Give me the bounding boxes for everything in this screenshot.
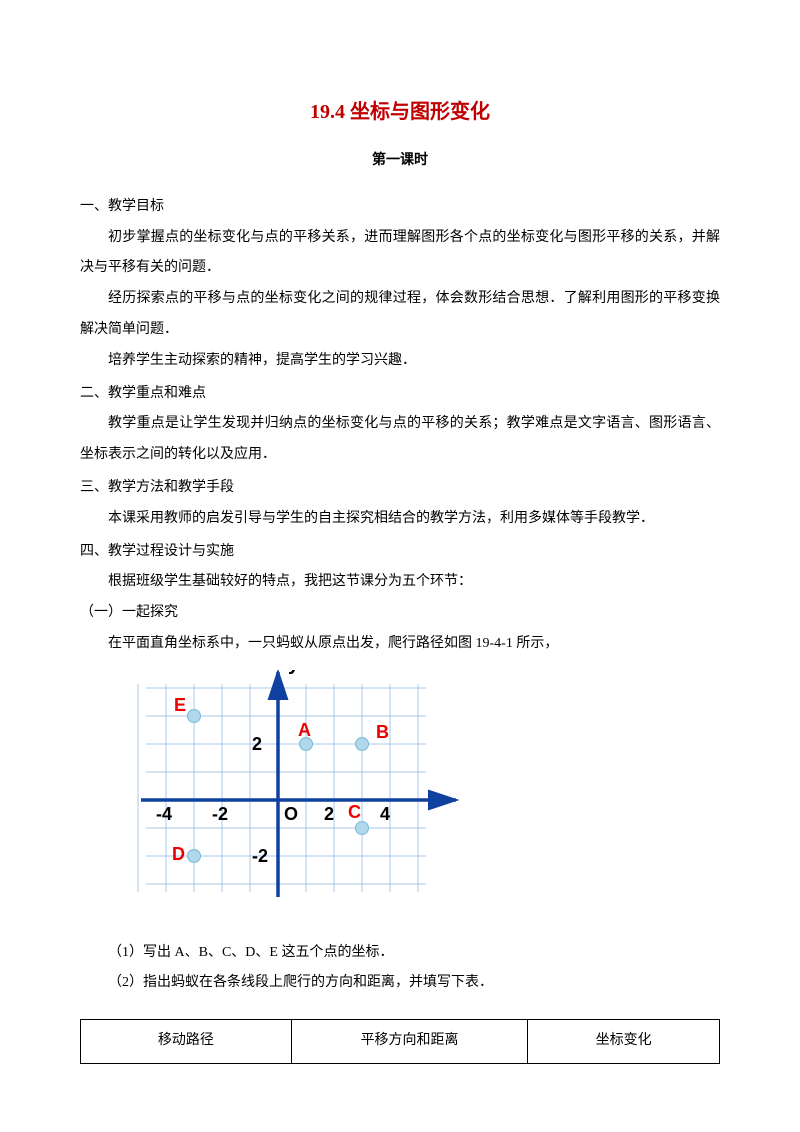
table-header-row: 移动路径 平移方向和距离 坐标变化 bbox=[81, 1020, 720, 1064]
svg-text:4: 4 bbox=[380, 804, 390, 824]
answer-table: 移动路径 平移方向和距离 坐标变化 bbox=[80, 1019, 720, 1064]
svg-text:B: B bbox=[376, 722, 389, 742]
section-3-heading: 三、教学方法和教学手段 bbox=[80, 473, 720, 504]
section-1-p3: 培养学生主动探索的精神，提高学生的学习兴趣． bbox=[80, 346, 720, 377]
svg-text:-4: -4 bbox=[156, 804, 172, 824]
section-2-p1: 教学重点是让学生发现并归纳点的坐标变化与点的平移的关系；教学难点是文字语言、图形… bbox=[80, 409, 720, 471]
section-4-subheading: （一）一起探究 bbox=[80, 598, 720, 629]
svg-text:D: D bbox=[172, 844, 185, 864]
section-1-p2: 经历探索点的平移与点的坐标变化之间的规律过程，体会数形结合思想．了解利用图形的平… bbox=[80, 284, 720, 346]
coordinate-chart: Oxy-4-2242-2ABCDE bbox=[130, 670, 720, 923]
section-4-p1: 根据班级学生基础较好的特点，我把这节课分为五个环节： bbox=[80, 567, 720, 598]
section-4-heading: 四、教学过程设计与实施 bbox=[80, 537, 720, 568]
svg-text:2: 2 bbox=[252, 734, 262, 754]
table-header-1: 移动路径 bbox=[81, 1020, 292, 1064]
svg-text:A: A bbox=[298, 720, 311, 740]
svg-text:-2: -2 bbox=[252, 846, 268, 866]
section-1-p1: 初步掌握点的坐标变化与点的平移关系，进而理解图形各个点的坐标变化与图形平移的关系… bbox=[80, 223, 720, 285]
svg-text:C: C bbox=[348, 802, 361, 822]
question-1: （1）写出 A、B、C、D、E 这五个点的坐标． bbox=[80, 938, 720, 969]
table-header-2: 平移方向和距离 bbox=[291, 1020, 527, 1064]
table-header-3: 坐标变化 bbox=[528, 1020, 720, 1064]
document-subtitle: 第一课时 bbox=[80, 146, 720, 177]
section-3-p1: 本课采用教师的启发引导与学生的自主探究相结合的教学方法，利用多媒体等手段教学． bbox=[80, 504, 720, 535]
chart-svg: Oxy-4-2242-2ABCDE bbox=[130, 670, 460, 910]
title-text: 19.4 坐标与图形变化 bbox=[310, 101, 490, 123]
section-4-p2: 在平面直角坐标系中，一只蚂蚁从原点出发，爬行路径如图 19-4-1 所示， bbox=[80, 629, 720, 660]
document-title: 19.4 坐标与图形变化 bbox=[80, 90, 720, 134]
svg-text:-2: -2 bbox=[212, 804, 228, 824]
svg-text:2: 2 bbox=[324, 804, 334, 824]
section-1-heading: 一、教学目标 bbox=[80, 192, 720, 223]
svg-text:E: E bbox=[174, 695, 186, 715]
svg-text:y: y bbox=[288, 670, 300, 675]
section-2-heading: 二、教学重点和难点 bbox=[80, 379, 720, 410]
svg-text:O: O bbox=[284, 804, 298, 824]
question-2: （2）指出蚂蚁在各条线段上爬行的方向和距离，并填写下表． bbox=[80, 968, 720, 999]
